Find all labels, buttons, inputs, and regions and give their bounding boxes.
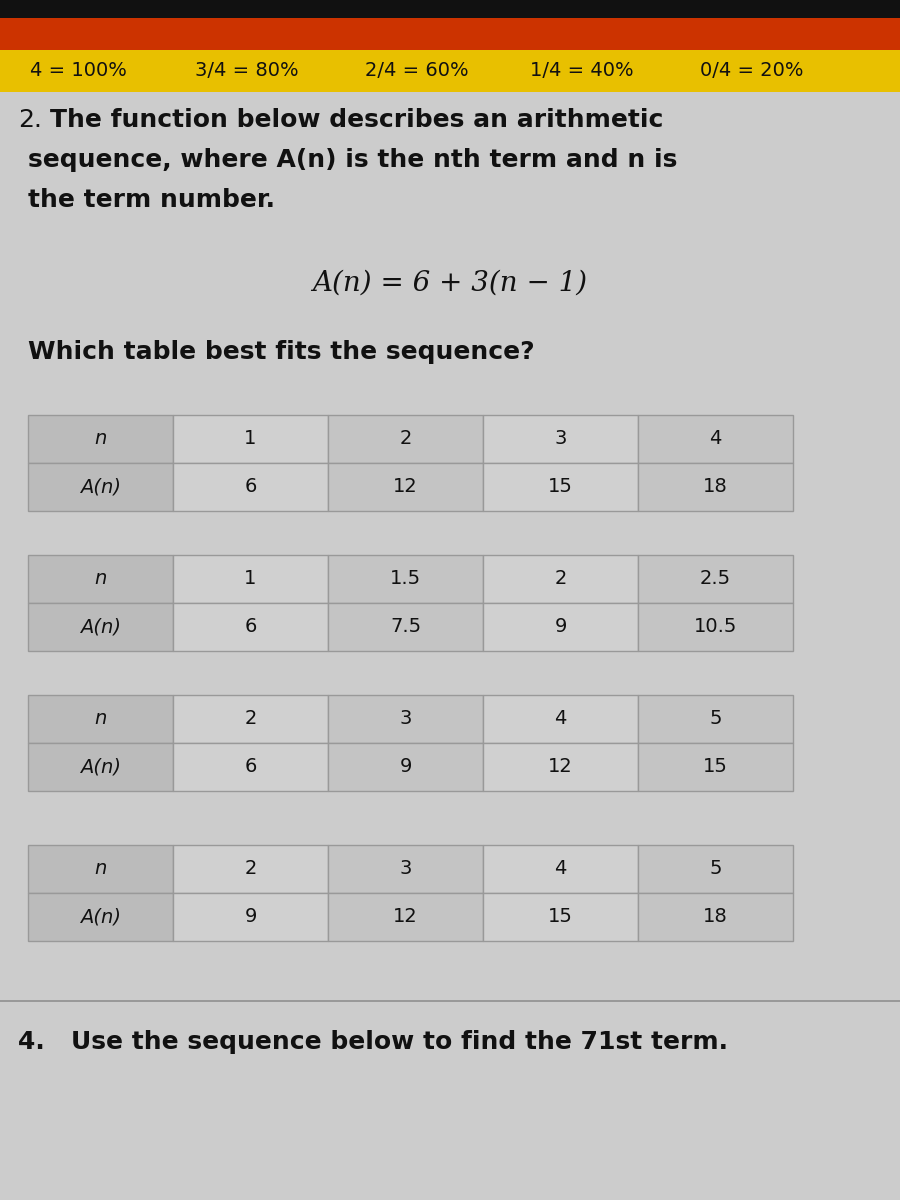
- Bar: [483, 554, 638, 602]
- Bar: [638, 845, 793, 893]
- Bar: [328, 463, 483, 511]
- Bar: [28, 463, 173, 511]
- Bar: [483, 845, 638, 893]
- Text: 9: 9: [400, 757, 411, 776]
- Text: 3: 3: [400, 859, 411, 878]
- Text: n: n: [94, 859, 107, 878]
- Text: the term number.: the term number.: [28, 188, 275, 212]
- Text: 1: 1: [244, 570, 256, 588]
- Text: 2.5: 2.5: [700, 570, 731, 588]
- Text: sequence, where A(n) is the nth term and n is: sequence, where A(n) is the nth term and…: [28, 148, 678, 172]
- Bar: [328, 743, 483, 791]
- Text: 6: 6: [244, 757, 256, 776]
- Bar: [483, 893, 638, 941]
- Bar: [328, 554, 483, 602]
- Bar: [328, 893, 483, 941]
- Text: 9: 9: [554, 618, 567, 636]
- Bar: [638, 415, 793, 463]
- Bar: [173, 743, 328, 791]
- Bar: [483, 602, 638, 650]
- Bar: [0, 1000, 900, 1002]
- Bar: [638, 893, 793, 941]
- Bar: [483, 743, 638, 791]
- Text: Which table best fits the sequence?: Which table best fits the sequence?: [28, 340, 535, 364]
- Text: A(n): A(n): [80, 618, 121, 636]
- Text: 2: 2: [400, 430, 411, 449]
- Bar: [173, 415, 328, 463]
- Text: A(n): A(n): [80, 907, 121, 926]
- Text: 12: 12: [393, 907, 418, 926]
- Text: 15: 15: [548, 478, 573, 497]
- Bar: [28, 695, 173, 743]
- Text: 0/4 = 20%: 0/4 = 20%: [700, 61, 804, 80]
- Bar: [483, 695, 638, 743]
- Text: 18: 18: [703, 907, 728, 926]
- Text: 2.: 2.: [18, 108, 42, 132]
- Bar: [28, 893, 173, 941]
- Bar: [28, 845, 173, 893]
- Text: 18: 18: [703, 478, 728, 497]
- Bar: [28, 743, 173, 791]
- Text: A(n): A(n): [80, 478, 121, 497]
- Text: A(n) = 6 + 3(n − 1): A(n) = 6 + 3(n − 1): [312, 270, 588, 296]
- Text: 2: 2: [554, 570, 567, 588]
- Bar: [638, 463, 793, 511]
- Bar: [28, 554, 173, 602]
- Text: 6: 6: [244, 478, 256, 497]
- Text: 6: 6: [244, 618, 256, 636]
- Text: 4: 4: [709, 430, 722, 449]
- Bar: [0, 50, 900, 92]
- Bar: [173, 463, 328, 511]
- Bar: [638, 695, 793, 743]
- Bar: [638, 743, 793, 791]
- Text: 1/4 = 40%: 1/4 = 40%: [530, 61, 634, 80]
- Bar: [328, 845, 483, 893]
- Bar: [638, 602, 793, 650]
- Text: 2/4 = 60%: 2/4 = 60%: [365, 61, 469, 80]
- Text: n: n: [94, 430, 107, 449]
- Text: 12: 12: [393, 478, 418, 497]
- Bar: [28, 415, 173, 463]
- Text: 2: 2: [244, 859, 256, 878]
- Text: The function below describes an arithmetic: The function below describes an arithmet…: [50, 108, 663, 132]
- Bar: [173, 602, 328, 650]
- Text: 3: 3: [400, 709, 411, 728]
- Text: 3/4 = 80%: 3/4 = 80%: [195, 61, 299, 80]
- Text: 4: 4: [554, 709, 567, 728]
- Text: 7.5: 7.5: [390, 618, 421, 636]
- Bar: [173, 893, 328, 941]
- Bar: [328, 602, 483, 650]
- Text: 2: 2: [244, 709, 256, 728]
- Text: 12: 12: [548, 757, 573, 776]
- Text: 10.5: 10.5: [694, 618, 737, 636]
- Text: 1: 1: [244, 430, 256, 449]
- Text: 4: 4: [554, 859, 567, 878]
- Bar: [173, 554, 328, 602]
- Bar: [0, 18, 900, 50]
- Text: 5: 5: [709, 709, 722, 728]
- Text: n: n: [94, 709, 107, 728]
- Bar: [638, 554, 793, 602]
- Bar: [28, 602, 173, 650]
- Text: 5: 5: [709, 859, 722, 878]
- Text: 4 = 100%: 4 = 100%: [30, 61, 127, 80]
- Text: 15: 15: [548, 907, 573, 926]
- Bar: [483, 415, 638, 463]
- Bar: [328, 415, 483, 463]
- Bar: [0, 0, 900, 18]
- Text: 3: 3: [554, 430, 567, 449]
- Text: 9: 9: [244, 907, 256, 926]
- Text: 15: 15: [703, 757, 728, 776]
- Text: n: n: [94, 570, 107, 588]
- Bar: [173, 695, 328, 743]
- Bar: [173, 845, 328, 893]
- Text: 1.5: 1.5: [390, 570, 421, 588]
- Bar: [328, 695, 483, 743]
- Text: 4.   Use the sequence below to find the 71st term.: 4. Use the sequence below to find the 71…: [18, 1030, 728, 1054]
- Bar: [483, 463, 638, 511]
- Text: A(n): A(n): [80, 757, 121, 776]
